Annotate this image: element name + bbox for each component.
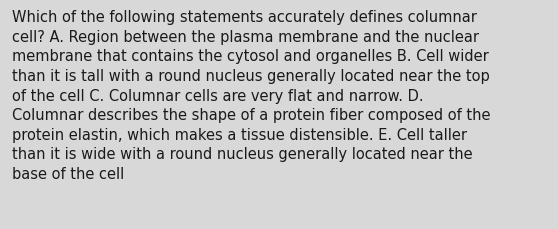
- Text: Which of the following statements accurately defines columnar
cell? A. Region be: Which of the following statements accura…: [12, 10, 491, 181]
